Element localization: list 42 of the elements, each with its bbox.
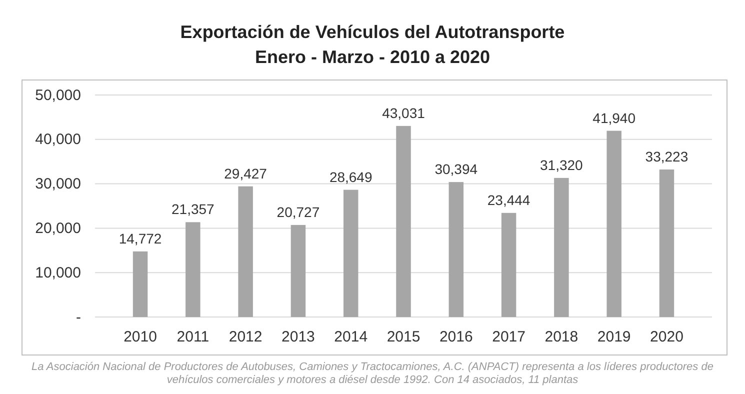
text: La Asociación Nacional de Productores de Autobuses, Camiones y Tractocamiones, A.C. (ANPACT) representa a los líderes productores de vehículos comerciales y motores a diésel desde 1992. Con 14 asociados, 11 plantas: [32, 361, 714, 386]
bar: [606, 130, 622, 317]
y-tick-label: 20,000: [35, 220, 81, 237]
x-tick-label: 2013: [282, 328, 315, 346]
bar: [448, 182, 464, 317]
x-tick-label: 2010: [124, 328, 157, 346]
y-tick-label: 50,000: [35, 86, 81, 104]
x-tick-label: 2011: [176, 328, 210, 346]
bar: [132, 251, 148, 317]
data-label: 20,727: [276, 204, 320, 220]
data-label: 21,357: [172, 201, 215, 218]
bar: [554, 178, 569, 317]
y-tick-label: 10,000: [35, 264, 81, 282]
bar: [396, 126, 411, 317]
bar: [659, 169, 674, 317]
data-label: 28,649: [329, 168, 372, 185]
x-tick-label: 2018: [544, 328, 578, 346]
y-tick-label: -: [76, 308, 81, 326]
bar: [343, 190, 358, 317]
bar: [501, 212, 516, 317]
x-tick-label: 2017: [492, 328, 526, 346]
y-tick-label: 30,000: [35, 176, 81, 193]
bar: [186, 222, 200, 317]
x-tick-label: 2012: [228, 328, 262, 346]
data-label: 33,223: [645, 148, 688, 164]
x-tick-label: 2020: [650, 328, 684, 346]
data-label: 23,444: [487, 192, 530, 208]
data-label: 14,772: [118, 230, 162, 246]
data-label: 41,940: [592, 110, 636, 126]
chart-subtitle: Enero - Marzo - 2010 a 2020: [254, 47, 490, 67]
bar: [238, 186, 253, 317]
x-tick-label: 2016: [439, 328, 473, 346]
data-label: 43,031: [382, 104, 426, 121]
y-tick-label: 40,000: [35, 131, 81, 148]
data-label: 29,427: [224, 165, 268, 182]
x-tick-label: 2015: [386, 328, 420, 346]
data-label: 30,394: [434, 161, 478, 178]
x-tick-label: 2014: [334, 328, 368, 346]
data-label: 31,320: [540, 156, 584, 173]
chart-title: Exportación de Vehículos del Autotransporte: [180, 22, 565, 42]
bar: [290, 224, 306, 317]
x-tick-label: 2019: [597, 328, 631, 346]
